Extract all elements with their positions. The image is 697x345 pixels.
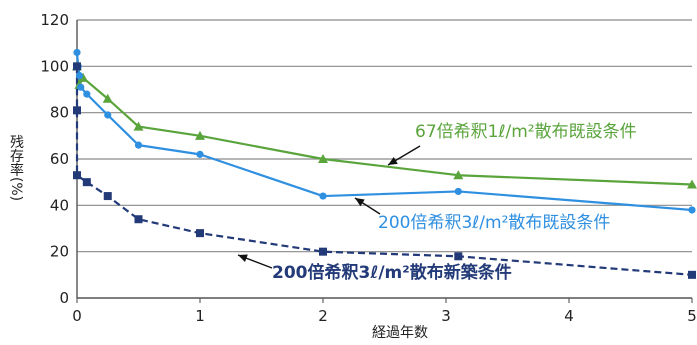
x-tick-label: 5: [687, 307, 697, 325]
data-point: [103, 192, 112, 201]
data-point: [318, 154, 328, 163]
y-tick-label: 20: [50, 243, 69, 261]
annotation-label: 200倍希釈3ℓ/m²散布新築条件: [272, 262, 512, 283]
data-point: [78, 72, 89, 82]
annotation-arrowhead: [238, 254, 248, 262]
x-axis-label: 経過年数: [372, 325, 428, 341]
data-point: [319, 247, 327, 256]
annotation-arrowhead: [388, 156, 398, 165]
annotation-label: 200倍希釈3ℓ/m²散布既設条件: [378, 213, 610, 233]
data-point: [75, 72, 84, 80]
x-tick-labels: 0 1 2 3 4 5: [72, 307, 697, 325]
data-point: [454, 187, 462, 196]
data-point: [196, 229, 204, 238]
data-point: [687, 179, 697, 189]
data-point: [688, 206, 696, 214]
grid-lines: [77, 19, 692, 253]
data-point: [319, 192, 327, 200]
x-tick-label: 3: [441, 307, 451, 325]
y-tick-label: 60: [50, 150, 69, 168]
data-point: [454, 252, 463, 261]
data-point: [73, 171, 81, 180]
data-point: [195, 130, 205, 140]
data-point: [453, 170, 464, 180]
series-annotations: 67倍希釈1ℓ/m²散布既設条件 200倍希釈3ℓ/m²散布既設条件 200倍希釈3…: [237, 122, 637, 283]
y-tick-label: 120: [40, 11, 69, 29]
data-point: [73, 106, 81, 115]
data-point: [134, 141, 143, 149]
y-axis-label: 残存率(%): [8, 135, 24, 201]
series-line: [75, 66, 693, 276]
y-tick-label: 40: [50, 196, 69, 214]
y-tick-label: 100: [40, 57, 69, 75]
x-tick-label: 4: [564, 307, 574, 325]
y-tick-labels: 0 20 40 60 80 100 120: [40, 11, 69, 307]
data-point: [196, 150, 204, 158]
annotation-arrowhead: [355, 198, 365, 207]
series-lines: [75, 52, 693, 276]
data-point: [73, 62, 81, 71]
annotation-label: 67倍希釈1ℓ/m²散布既設条件: [415, 122, 637, 142]
y-tick-label: 0: [59, 289, 69, 307]
data-point: [134, 215, 143, 224]
y-tick-label: 80: [50, 104, 69, 122]
series-markers: [72, 48, 697, 279]
data-point: [102, 93, 113, 103]
data-point: [688, 270, 696, 279]
data-point: [73, 48, 81, 57]
x-tick-label: 2: [318, 307, 328, 325]
axes: [76, 20, 693, 303]
data-point: [82, 178, 91, 187]
data-point: [77, 83, 85, 91]
x-tick-label: 0: [72, 307, 82, 325]
data-point: [133, 121, 144, 131]
x-tick-label: 1: [195, 307, 205, 325]
data-point: [104, 111, 112, 119]
data-point: [83, 90, 91, 98]
